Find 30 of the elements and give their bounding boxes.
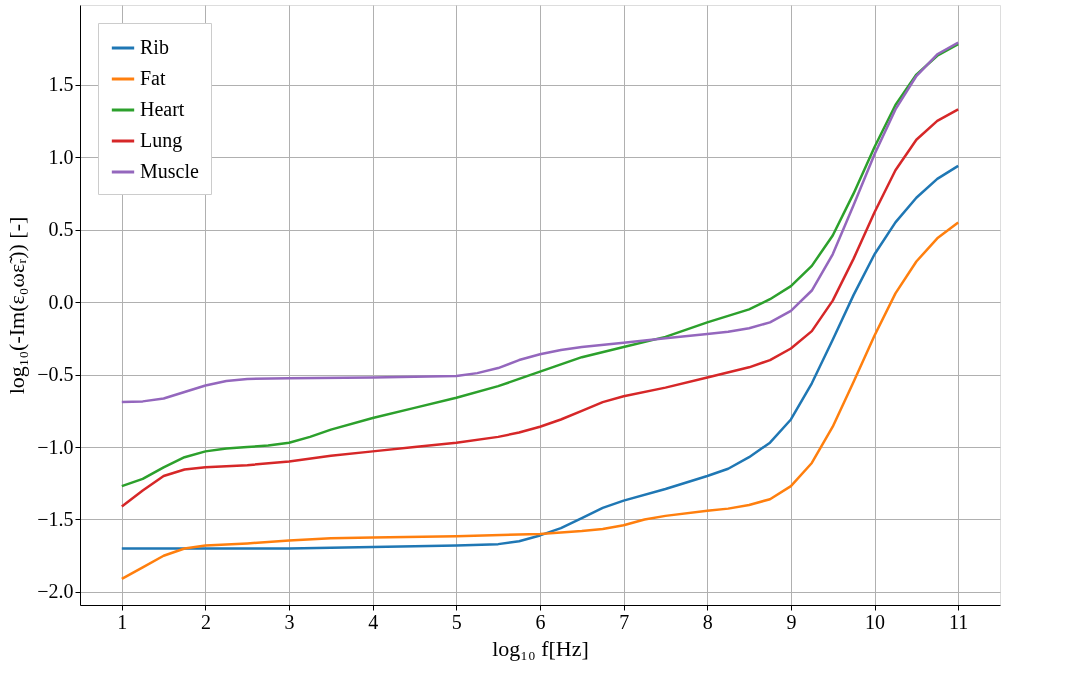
x-tick-label: 6 (535, 610, 546, 633)
x-tick-label: 8 (702, 610, 713, 633)
x-tick-label: 2 (200, 610, 211, 633)
legend-label: Rib (140, 36, 169, 58)
x-tick-label: 10 (865, 610, 886, 633)
x-tick-label: 5 (451, 610, 462, 633)
line-series (120, 164, 960, 550)
y-tick-label: 1.0 (48, 145, 74, 168)
x-tick-label: 1 (117, 610, 128, 633)
y-tick-label: −1.5 (37, 507, 74, 530)
line-series (120, 42, 960, 488)
legend-label: Muscle (140, 160, 199, 182)
y-tick-label: 1.5 (48, 73, 74, 96)
x-axis-title: log₁₀ f[Hz] (492, 635, 589, 661)
y-tick-label: 0.0 (48, 290, 74, 313)
legend-label: Lung (140, 129, 183, 152)
y-axis-title: log₁₀(-Im(ε₀ωε̃ᵣ)) [-] (4, 216, 30, 395)
legend-label: Fat (140, 67, 166, 89)
y-tick-label: 0.5 (48, 218, 74, 241)
x-tick-label: 7 (619, 610, 630, 633)
x-tick-label: 11 (949, 610, 969, 633)
y-tick-label: −1.0 (37, 435, 74, 458)
y-tick-label: −0.5 (37, 363, 74, 386)
line-series (120, 221, 960, 581)
line-series (120, 41, 960, 404)
legend-label: Heart (140, 98, 185, 120)
y-tick-label: −2.0 (37, 580, 74, 603)
x-tick-label: 4 (368, 610, 379, 633)
x-tick-label: 9 (786, 610, 797, 633)
x-tick-label: 3 (284, 610, 295, 633)
